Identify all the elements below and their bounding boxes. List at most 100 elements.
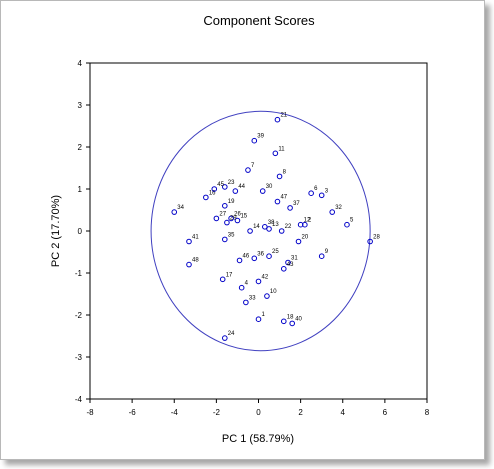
data-point-label: 24: [228, 331, 235, 337]
scatter-chart: Component Scores -8 -6 -4 -2 0 2 4 6 8 -4-3-2-10…: [1, 1, 484, 459]
data-point-marker: [225, 220, 230, 225]
y-tick-label: 2: [78, 143, 83, 152]
data-point-marker: [239, 285, 244, 290]
data-point-marker: [290, 321, 295, 326]
x-tick-label: -6: [129, 408, 137, 417]
data-point-label: 46: [243, 253, 250, 259]
data-point-marker: [265, 294, 270, 299]
data-point-label: 44: [238, 184, 245, 190]
data-point-label: 32: [335, 205, 342, 211]
data-point-marker: [204, 195, 209, 200]
y-axis: -4 -3 -2 -1 0 1 2 3 4: [75, 59, 90, 404]
data-point-marker: [296, 239, 301, 244]
data-point-label: 17: [226, 272, 233, 278]
data-point-label: 36: [257, 251, 264, 257]
data-point-marker: [309, 191, 314, 196]
data-point-marker: [248, 229, 253, 234]
data-point-label: 34: [177, 205, 184, 211]
data-point-marker: [223, 237, 228, 242]
data-point-label: 43: [287, 262, 294, 268]
data-point-label: 33: [249, 295, 256, 301]
data-point-marker: [275, 117, 280, 122]
data-point-label: 8: [283, 169, 287, 175]
data-point-marker: [256, 317, 261, 322]
data-point-label: 18: [287, 314, 294, 320]
data-point-label: 45: [217, 182, 224, 188]
data-point-label: 41: [192, 235, 199, 241]
y-tick-label: -4: [75, 395, 83, 404]
data-point-marker: [277, 174, 282, 179]
data-point-label: 11: [278, 146, 285, 152]
x-tick-label: 8: [425, 408, 430, 417]
data-point-marker: [330, 210, 335, 215]
data-point-label: 29: [230, 216, 237, 222]
data-point-label: 3: [325, 188, 329, 194]
data-point-marker: [288, 206, 293, 211]
data-point-marker: [281, 267, 286, 272]
data-point-marker: [319, 193, 324, 198]
data-point-label: 6: [314, 186, 318, 192]
data-point-label: 10: [270, 289, 277, 295]
data-point-label: 48: [192, 258, 199, 264]
data-point-marker: [223, 204, 228, 209]
data-point-marker: [279, 229, 284, 234]
x-axis-label: PC 1 (58.79%): [222, 433, 294, 445]
data-point-marker: [275, 199, 280, 204]
data-points: 1234567891011121314151617181920212223242…: [172, 113, 381, 341]
data-point-marker: [246, 168, 251, 173]
x-tick-label: -8: [86, 408, 94, 417]
data-point-label: 22: [285, 224, 292, 230]
data-point-marker: [267, 254, 272, 259]
data-point-label: 12: [304, 218, 311, 224]
x-tick-label: -2: [213, 408, 221, 417]
data-point-marker: [172, 210, 177, 215]
data-point-marker: [263, 225, 268, 230]
y-tick-label: -1: [75, 269, 83, 278]
y-tick-label: 0: [78, 227, 83, 236]
data-point-label: 19: [228, 199, 235, 205]
data-point-label: 30: [266, 184, 273, 190]
data-point-label: 5: [350, 218, 354, 224]
data-point-label: 35: [228, 232, 235, 238]
x-tick-label: 0: [256, 408, 261, 417]
data-point-label: 1: [262, 312, 266, 318]
x-tick-label: -4: [171, 408, 179, 417]
data-point-label: 40: [295, 316, 302, 322]
data-point-marker: [273, 151, 278, 156]
data-point-label: 9: [325, 249, 329, 255]
data-point-label: 21: [280, 113, 287, 119]
data-point-marker: [220, 277, 225, 282]
data-point-marker: [187, 262, 192, 267]
plot-area: [90, 63, 427, 399]
data-point-label: 38: [268, 220, 275, 226]
data-point-label: 14: [253, 224, 260, 230]
chart-window: Component Scores -8 -6 -4 -2 0 2 4 6 8 -4 -3 -2 -1 0…: [0, 0, 485, 460]
data-point-marker: [252, 256, 257, 261]
data-point-marker: [256, 279, 261, 284]
data-point-marker: [260, 189, 265, 194]
data-point-marker: [233, 189, 238, 194]
data-point-marker: [252, 138, 257, 143]
y-tick-label: 4: [78, 59, 83, 68]
x-tick-label: 2: [298, 408, 303, 417]
data-point-label: 31: [291, 256, 298, 262]
data-point-marker: [345, 222, 350, 227]
data-point-label: 15: [240, 214, 247, 220]
data-point-label: 37: [293, 201, 300, 207]
data-point-label: 23: [228, 180, 235, 186]
data-point-label: 42: [262, 274, 269, 280]
data-point-marker: [244, 300, 249, 305]
data-point-label: 25: [272, 249, 279, 255]
y-tick-label: -2: [75, 311, 83, 320]
data-point-marker: [187, 239, 192, 244]
y-tick-label: 1: [78, 185, 83, 194]
y-tick-label: -3: [75, 353, 83, 362]
data-point-label: 39: [257, 134, 264, 140]
data-point-marker: [281, 319, 286, 324]
data-point-marker: [223, 336, 228, 341]
data-point-marker: [214, 216, 219, 221]
x-tick-label: 4: [341, 408, 346, 417]
data-point-marker: [319, 254, 324, 259]
x-axis: -8 -6 -4 -2 0 2 4 6 8: [86, 399, 429, 417]
data-point-label: 4: [245, 281, 249, 287]
